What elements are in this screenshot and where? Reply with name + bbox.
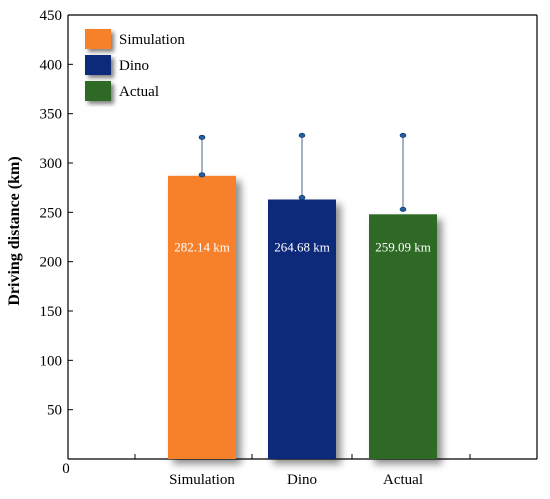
x-tick-label: Dino [287, 472, 317, 488]
bars [168, 175, 437, 460]
data-labels: 282.14 km Simulation 264.68 km Dino 259.09 k… [169, 240, 431, 488]
y-tick-label: 300 [40, 156, 63, 172]
y-axis-label: Driving distance (km) [6, 156, 23, 305]
bar-value-label: 264.68 km [274, 240, 330, 255]
legend-label: Dino [119, 58, 149, 74]
error-point-marker [298, 195, 306, 201]
bar-value-label: 259.09 km [375, 240, 431, 255]
bar-actual [369, 214, 437, 459]
legend: Simulation Dino Actual [85, 29, 185, 101]
bar-simulation [168, 175, 236, 459]
y-tick-label: 150 [40, 304, 63, 320]
y-tick-label: 50 [47, 403, 62, 419]
error-point-marker [399, 206, 407, 212]
origin-tick-label: 0 [62, 461, 70, 477]
bar-dino [268, 199, 336, 460]
y-tick-label: 250 [40, 205, 63, 221]
y-tick-label: 200 [40, 255, 63, 271]
legend-swatch [85, 55, 111, 75]
y-tick-label: 450 [40, 8, 63, 24]
error-cap-marker [298, 132, 306, 138]
x-tick-label: Simulation [169, 472, 235, 488]
y-tick-label: 100 [40, 353, 63, 369]
error-cap-marker [399, 132, 407, 138]
axes: 50 100 150 200 250 300 350 400 450 0 [40, 8, 538, 477]
bar-value-label: 282.14 km [174, 240, 230, 255]
y-tick-label: 400 [40, 57, 63, 73]
error-point-marker [198, 172, 206, 178]
legend-label: Actual [119, 84, 159, 100]
error-bars [198, 132, 407, 212]
legend-label: Simulation [119, 32, 185, 48]
legend-swatch [85, 29, 111, 49]
legend-swatch [85, 81, 111, 101]
error-cap-marker [198, 134, 206, 140]
x-tick-label: Actual [383, 472, 423, 488]
y-tick-label: 350 [40, 107, 63, 123]
